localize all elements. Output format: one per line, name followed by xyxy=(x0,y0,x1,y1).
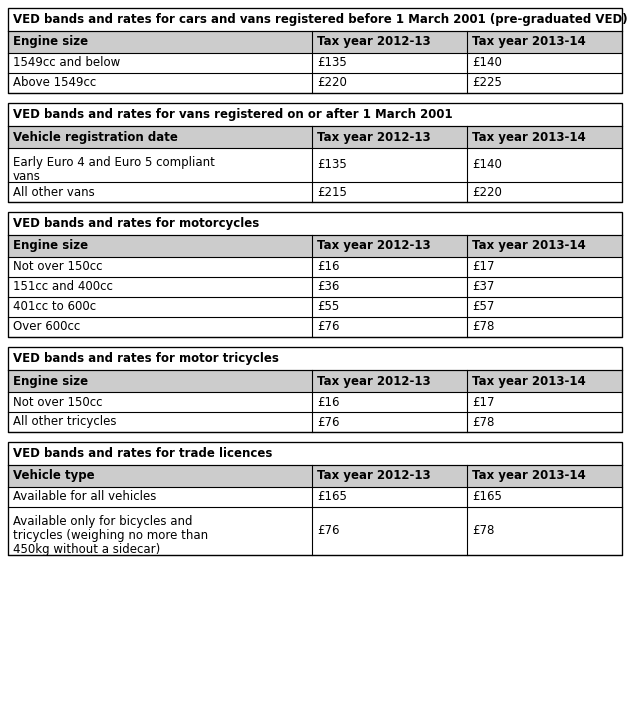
Text: £36: £36 xyxy=(317,280,340,293)
Bar xyxy=(8,212,622,337)
Text: Not over 150cc: Not over 150cc xyxy=(13,395,103,408)
Text: Tax year 2013-14: Tax year 2013-14 xyxy=(472,36,586,49)
Bar xyxy=(8,412,622,432)
Text: Engine size: Engine size xyxy=(13,240,88,252)
Text: £225: £225 xyxy=(472,77,502,89)
Bar xyxy=(8,148,622,182)
Bar xyxy=(8,103,622,202)
Bar xyxy=(8,8,622,31)
Text: Engine size: Engine size xyxy=(13,36,88,49)
Text: Available for all vehicles: Available for all vehicles xyxy=(13,490,156,503)
Bar xyxy=(8,257,622,277)
Text: All other tricycles: All other tricycles xyxy=(13,415,117,428)
Bar xyxy=(8,235,622,257)
Text: £78: £78 xyxy=(472,525,495,538)
Text: Tax year 2012-13: Tax year 2012-13 xyxy=(317,240,430,252)
Text: Tax year 2012-13: Tax year 2012-13 xyxy=(317,131,430,144)
Text: VED bands and rates for motorcycles: VED bands and rates for motorcycles xyxy=(13,217,260,230)
Text: Over 600cc: Over 600cc xyxy=(13,320,80,333)
Text: £17: £17 xyxy=(472,395,495,408)
Bar xyxy=(8,212,622,235)
Text: £165: £165 xyxy=(317,490,346,503)
Text: Tax year 2012-13: Tax year 2012-13 xyxy=(317,375,430,388)
Text: £140: £140 xyxy=(472,159,502,172)
Text: All other vans: All other vans xyxy=(13,185,94,199)
Text: £37: £37 xyxy=(472,280,495,293)
Text: 1549cc and below: 1549cc and below xyxy=(13,56,120,69)
Text: Available only for bicycles and: Available only for bicycles and xyxy=(13,516,193,528)
Text: £135: £135 xyxy=(317,159,346,172)
Bar xyxy=(8,370,622,392)
Text: £76: £76 xyxy=(317,320,340,333)
Text: £78: £78 xyxy=(472,320,495,333)
Bar xyxy=(8,182,622,202)
Bar xyxy=(8,8,622,93)
Bar xyxy=(8,53,622,73)
Text: Tax year 2012-13: Tax year 2012-13 xyxy=(317,470,430,483)
Text: VED bands and rates for cars and vans registered before 1 March 2001 (pre-gradua: VED bands and rates for cars and vans re… xyxy=(13,13,627,26)
Bar xyxy=(8,126,622,148)
Bar xyxy=(8,31,622,53)
Bar xyxy=(8,317,622,337)
Bar xyxy=(8,442,622,555)
Text: Tax year 2013-14: Tax year 2013-14 xyxy=(472,240,586,252)
Text: £165: £165 xyxy=(472,490,502,503)
Text: Tax year 2013-14: Tax year 2013-14 xyxy=(472,375,586,388)
Text: £140: £140 xyxy=(472,56,502,69)
Text: £220: £220 xyxy=(472,185,502,199)
Text: £55: £55 xyxy=(317,300,339,313)
Text: VED bands and rates for vans registered on or after 1 March 2001: VED bands and rates for vans registered … xyxy=(13,108,452,121)
Text: £17: £17 xyxy=(472,260,495,274)
Text: £76: £76 xyxy=(317,525,340,538)
Bar xyxy=(8,487,622,507)
Text: VED bands and rates for motor tricycles: VED bands and rates for motor tricycles xyxy=(13,352,279,365)
Text: tricycles (weighing no more than: tricycles (weighing no more than xyxy=(13,529,208,542)
Text: Tax year 2013-14: Tax year 2013-14 xyxy=(472,131,586,144)
Bar xyxy=(8,73,622,93)
Text: Early Euro 4 and Euro 5 compliant: Early Euro 4 and Euro 5 compliant xyxy=(13,157,215,169)
Text: £16: £16 xyxy=(317,395,340,408)
Text: 151cc and 400cc: 151cc and 400cc xyxy=(13,280,113,293)
Text: £220: £220 xyxy=(317,77,346,89)
Text: Tax year 2012-13: Tax year 2012-13 xyxy=(317,36,430,49)
Text: Not over 150cc: Not over 150cc xyxy=(13,260,103,274)
Text: £76: £76 xyxy=(317,415,340,428)
Bar xyxy=(8,297,622,317)
Bar xyxy=(8,392,622,412)
Text: £78: £78 xyxy=(472,415,495,428)
Bar xyxy=(8,442,622,465)
Text: Above 1549cc: Above 1549cc xyxy=(13,77,96,89)
Text: Vehicle registration date: Vehicle registration date xyxy=(13,131,178,144)
Bar xyxy=(8,465,622,487)
Bar xyxy=(8,103,622,126)
Text: Tax year 2013-14: Tax year 2013-14 xyxy=(472,470,586,483)
Text: £135: £135 xyxy=(317,56,346,69)
Text: £57: £57 xyxy=(472,300,495,313)
Text: £215: £215 xyxy=(317,185,346,199)
Text: vans: vans xyxy=(13,170,41,183)
Text: Vehicle type: Vehicle type xyxy=(13,470,94,483)
Text: £16: £16 xyxy=(317,260,340,274)
Text: 450kg without a sidecar): 450kg without a sidecar) xyxy=(13,543,160,556)
Text: VED bands and rates for trade licences: VED bands and rates for trade licences xyxy=(13,447,272,460)
Bar xyxy=(8,347,622,432)
Bar xyxy=(8,277,622,297)
Bar xyxy=(8,347,622,370)
Text: 401cc to 600c: 401cc to 600c xyxy=(13,300,96,313)
Text: Engine size: Engine size xyxy=(13,375,88,388)
Bar xyxy=(8,507,622,555)
